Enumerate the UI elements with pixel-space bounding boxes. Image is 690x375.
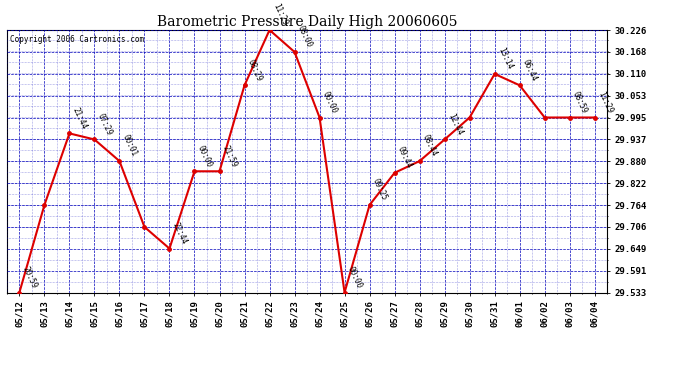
Text: 20:59: 20:59 [21, 265, 39, 290]
Text: 13:14: 13:14 [496, 46, 514, 71]
Text: 00:00: 00:00 [196, 144, 214, 168]
Text: 08:59: 08:59 [571, 90, 589, 115]
Text: 08:00: 08:00 [296, 24, 314, 49]
Text: 21:44: 21:44 [71, 106, 89, 130]
Text: 00:01: 00:01 [121, 134, 139, 158]
Text: 00:00: 00:00 [346, 265, 364, 290]
Text: 11:29: 11:29 [596, 90, 614, 115]
Text: 09:25: 09:25 [371, 177, 389, 202]
Text: 11:29: 11:29 [271, 3, 289, 27]
Text: 06:44: 06:44 [521, 58, 539, 82]
Text: 22:44: 22:44 [171, 221, 189, 246]
Text: Copyright 2006 Cartronics.com: Copyright 2006 Cartronics.com [10, 35, 144, 44]
Text: 21:59: 21:59 [221, 144, 239, 168]
Text: 09:44: 09:44 [396, 145, 414, 170]
Text: 12:44: 12:44 [446, 112, 464, 137]
Text: 08:29: 08:29 [246, 58, 264, 82]
Text: 00:00: 00:00 [321, 90, 339, 115]
Text: 08:44: 08:44 [421, 134, 439, 158]
Title: Barometric Pressure Daily High 20060605: Barometric Pressure Daily High 20060605 [157, 15, 457, 29]
Text: 07:29: 07:29 [96, 112, 114, 137]
